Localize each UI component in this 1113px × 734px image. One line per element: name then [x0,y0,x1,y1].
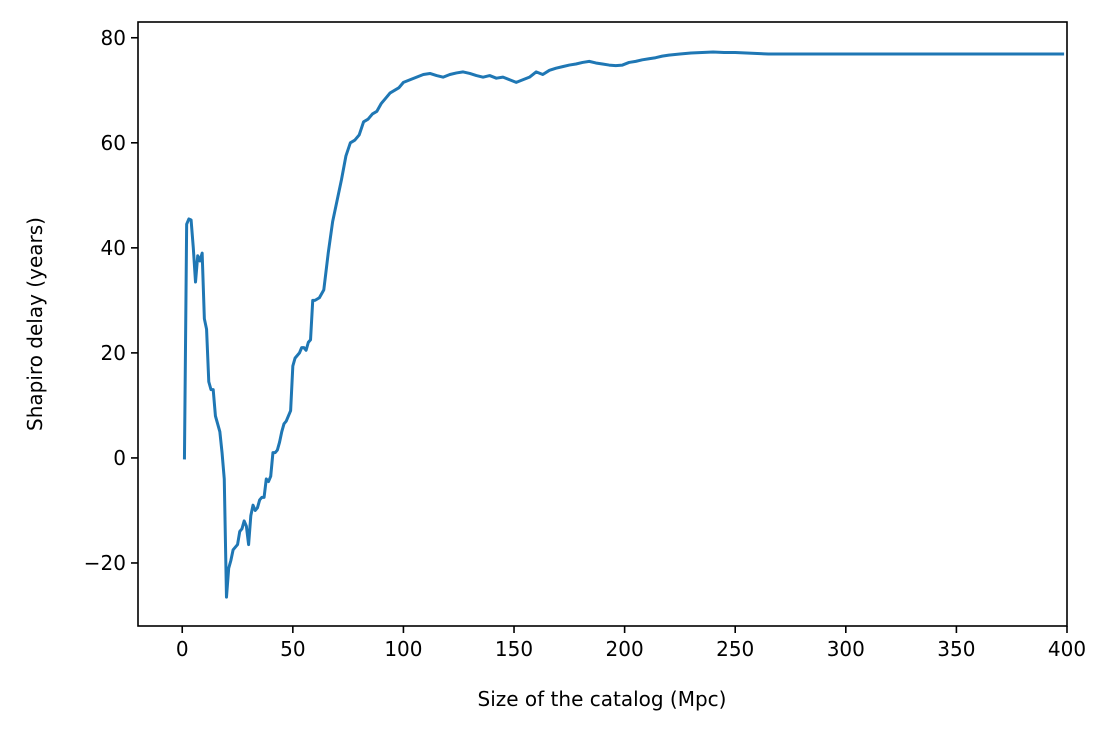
x-tick-label: 0 [176,637,189,661]
x-tick-label: 350 [937,637,975,661]
x-tick-label: 300 [827,637,865,661]
x-axis-ticks: 0 50 100 150 200 250 300 350 400 [176,626,1086,661]
x-tick-label: 100 [384,637,422,661]
series-layer [182,50,1065,599]
x-axis-label: Size of the catalog (Mpc) [478,687,727,711]
y-tick-label: 80 [101,26,126,50]
x-tick-label: 200 [606,637,644,661]
y-tick-label: −20 [84,551,126,575]
y-tick-label: 0 [113,446,126,470]
x-tick-label: 150 [495,637,533,661]
plot-frame [137,21,1068,627]
y-tick-label: 40 [101,236,126,260]
x-tick-label: 400 [1048,637,1086,661]
y-axis-ticks: −20 0 20 40 60 80 [84,26,138,575]
x-tick-label: 50 [280,637,305,661]
x-tick-label: 250 [716,637,754,661]
y-tick-label: 60 [101,131,126,155]
series-line [182,50,1065,599]
y-tick-label: 20 [101,341,126,365]
plot-background [138,22,1067,626]
y-axis-label: Shapiro delay (years) [23,217,47,431]
